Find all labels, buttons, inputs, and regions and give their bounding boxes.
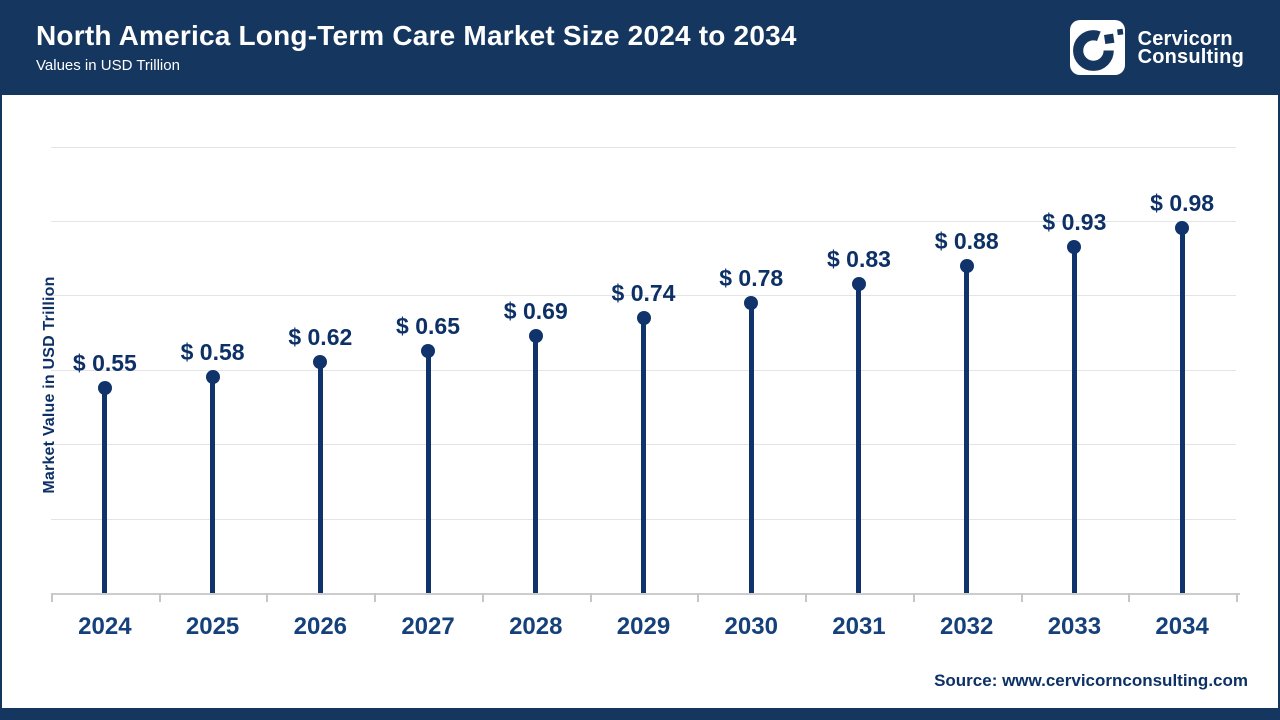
x-tick-label: 2034 <box>1155 613 1209 640</box>
value-label: $ 0.83 <box>826 246 891 273</box>
lollipop-stem <box>102 388 108 593</box>
value-label: $ 0.62 <box>288 324 353 351</box>
plot-area: $ 0.55 2024 $ 0.58 2025 $ 0.62 2026 $ 0.65 2027… <box>2 95 1278 708</box>
data-point-marker <box>421 344 436 359</box>
x-axis-tick <box>51 593 53 602</box>
data-point-marker <box>851 277 866 292</box>
lollipop-stem <box>856 284 862 593</box>
lollipop-stem <box>210 377 216 593</box>
logo-text-line1: Cervicorn <box>1137 27 1233 50</box>
x-axis-tick <box>589 593 592 602</box>
value-label: $ 0.65 <box>396 313 461 340</box>
page-title: North America Long-Term Care Market Size… <box>36 20 797 52</box>
value-label: $ 0.69 <box>503 298 568 325</box>
title-block: North America Long-Term Care Market Size… <box>36 20 797 74</box>
bottom-accent-bar <box>2 708 1278 720</box>
lollipop-stem <box>425 351 431 593</box>
lollipop-stem <box>1071 247 1077 593</box>
data-point-marker <box>528 329 543 344</box>
x-tick-label: 2024 <box>78 613 132 640</box>
data-point-marker <box>1175 221 1190 236</box>
data-point-marker <box>205 370 220 385</box>
data-point-marker <box>959 258 974 273</box>
x-tick-label: 2029 <box>616 613 671 640</box>
logo-c-glyph <box>1072 28 1123 71</box>
lollipop-stem <box>748 302 754 593</box>
brand-logo: Cervicorn Consulting <box>1069 20 1244 75</box>
data-point-marker <box>636 310 651 325</box>
x-axis-tick <box>374 593 377 602</box>
x-tick-label: 2030 <box>724 613 778 640</box>
lollipop-stem <box>964 265 970 593</box>
gridline <box>51 295 1236 297</box>
gridline <box>51 221 1236 222</box>
value-label: $ 0.74 <box>611 279 676 306</box>
page-subtitle: Values in USD Trillion <box>36 56 180 74</box>
cervicorn-logo-icon <box>1069 20 1125 75</box>
x-axis-tick <box>1020 593 1023 602</box>
value-label: $ 0.98 <box>1150 190 1215 217</box>
source-attribution: Source: www.cervicornconsulting.com <box>934 671 1248 690</box>
x-tick-label: 2027 <box>401 613 455 640</box>
value-label: $ 0.88 <box>934 227 999 254</box>
x-tick-label: 2025 <box>185 613 240 640</box>
gridline <box>51 146 1236 148</box>
value-label: $ 0.78 <box>719 264 784 291</box>
x-axis-tick <box>158 593 161 602</box>
header-banner: North America Long-Term Care Market Size… <box>2 0 1278 95</box>
data-point-marker <box>744 295 759 310</box>
x-tick-label: 2032 <box>939 613 994 640</box>
x-axis-tick <box>805 593 808 602</box>
x-axis-tick <box>697 593 700 602</box>
x-axis-tick <box>1128 593 1131 602</box>
data-point-marker <box>97 381 112 396</box>
x-axis-line <box>51 593 1240 595</box>
x-tick-label: 2026 <box>293 613 348 640</box>
value-label: $ 0.93 <box>1042 209 1107 236</box>
x-axis-tick <box>266 593 269 602</box>
y-axis-title: Market Value in USD Trillion <box>41 276 58 494</box>
value-label: $ 0.58 <box>180 339 245 366</box>
x-axis-tick <box>1236 593 1238 602</box>
chart-area: $ 0.55 2024 $ 0.58 2025 $ 0.62 2026 $ 0.65 2027… <box>2 95 1278 708</box>
x-axis-tick <box>912 593 915 602</box>
data-point-marker <box>1067 240 1082 255</box>
lollipop-stem <box>641 317 646 593</box>
data-point-marker <box>313 355 328 370</box>
x-tick-label: 2031 <box>832 613 886 640</box>
x-tick-label: 2028 <box>509 613 563 640</box>
logo-text: Cervicorn Consulting <box>1137 27 1244 68</box>
value-label: $ 0.55 <box>72 350 137 377</box>
lollipop-stem <box>1179 228 1185 593</box>
logo-text-line2: Consulting <box>1137 45 1244 68</box>
lollipop-stem <box>533 336 539 593</box>
x-axis-tick <box>481 593 484 602</box>
lollipop-stem <box>317 362 323 593</box>
x-tick-label: 2033 <box>1047 613 1102 640</box>
